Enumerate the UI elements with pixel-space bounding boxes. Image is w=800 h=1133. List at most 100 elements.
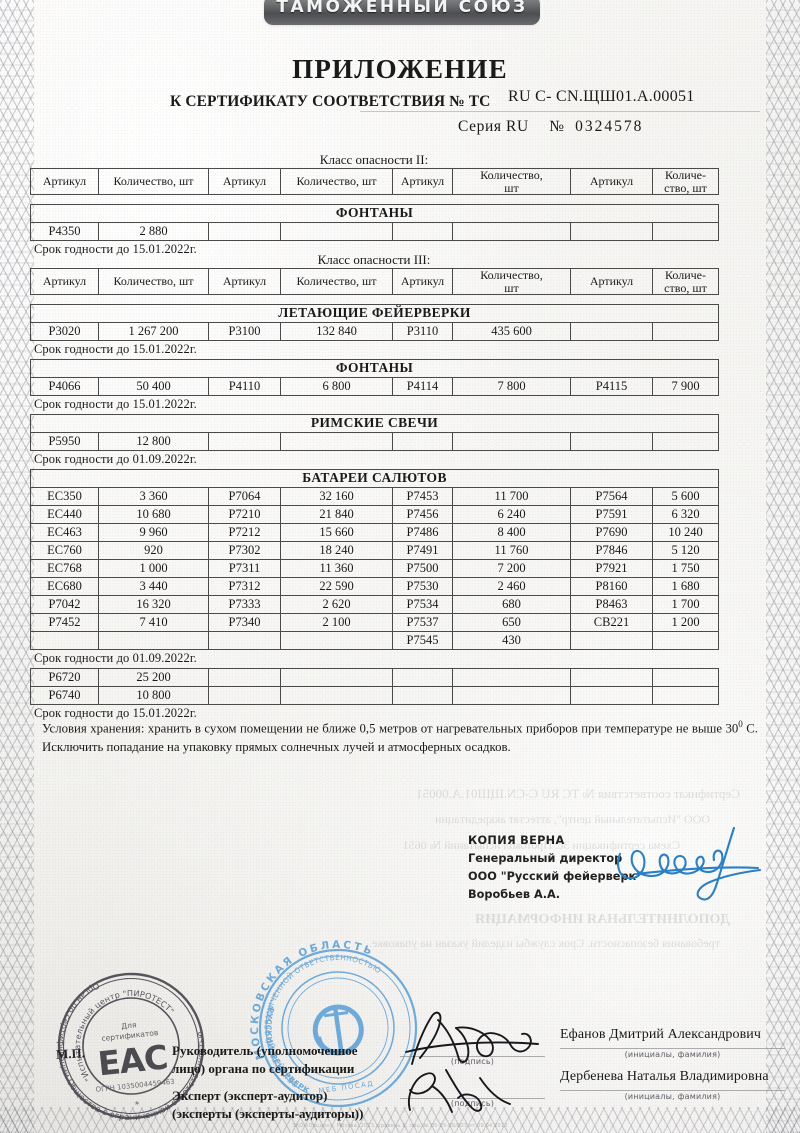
table-header-row: Артикул Количество, шт Артикул Количество, …	[30, 267, 719, 296]
table-row: P6720 25 200	[30, 668, 719, 687]
name-line-head	[560, 1048, 785, 1049]
table-cell: P7210	[208, 505, 281, 524]
table-cell: P8463	[570, 595, 653, 614]
table-cell-empty	[208, 631, 281, 650]
series-number-symbol: №	[549, 118, 565, 135]
product-table: Артикул Количество, шт Артикул Количество, …	[30, 267, 719, 296]
certificate-number-underline	[360, 111, 760, 112]
product-group-table: БАТАРЕИ САЛЮТОВ EC350 3 360 P7064 32 160 P745…	[29, 469, 720, 650]
table-cell: 8 400	[452, 523, 571, 542]
table-cell: 16 320	[98, 595, 209, 614]
group-title: ЛЕТАЮЩИЕ ФЕЙЕРВЕРКИ	[29, 304, 720, 323]
table-cell: P7534	[392, 595, 453, 614]
table-cell: P3020	[30, 322, 99, 341]
product-group-table: P6720 25 200 P6740 10 800	[30, 668, 719, 705]
product-group-table: РИМСКИЕ СВЕЧИ P5950 12 800	[29, 414, 720, 451]
expiry-date: Срок годности до 15.01.2022г.	[34, 242, 197, 256]
table-row: EC760 920 P7302 18 240 P7491 11 760 P7846 5 120	[30, 541, 720, 560]
table-cell: P7500	[392, 559, 453, 578]
table-row: P7452 7 410 P7340 2 100 P7537 650 CB221 1 200	[30, 613, 720, 632]
table-cell: P3100	[208, 322, 281, 341]
table-cell: 7 900	[651, 377, 720, 396]
group-title-row: БАТАРЕИ САЛЮТОВ	[29, 469, 720, 488]
table-cell: P7537	[392, 613, 453, 632]
table-row: EC768 1 000 P7311 11 360 P7500 7 200 P7921 1 75…	[30, 559, 720, 578]
expiry-date: Срок годности до 15.01.2022г.	[34, 342, 197, 356]
product-table: Артикул Количество, шт Артикул Количество, …	[30, 167, 719, 196]
signatory-role-head-line2: лицо) органа по сертификации	[172, 1060, 355, 1076]
table-cell: EC760	[30, 541, 99, 560]
table-cell-empty	[392, 222, 453, 241]
table-cell-empty	[208, 668, 281, 687]
table-cell: 50 400	[98, 377, 209, 396]
table-cell: 5 600	[651, 487, 720, 506]
table-cell-empty	[570, 432, 653, 451]
column-header: Количе-ство, шт	[652, 267, 719, 296]
table-cell: 2 880	[98, 222, 209, 241]
group-title-row: РИМСКИЕ СВЕЧИ	[29, 414, 720, 433]
customs-union-banner-text: ТАМОЖЕННЫЙ СОЮЗ	[276, 0, 528, 17]
printer-fine-print: ЗАО «Опцион», Москва, 2013, уровень Б, л…	[292, 1123, 508, 1129]
table-cell: P5950	[30, 432, 99, 451]
table-cell-empty	[98, 631, 209, 650]
column-header: Артикул	[30, 267, 99, 296]
group-title: РИМСКИЕ СВЕЧИ	[29, 414, 720, 433]
table-cell: 1 000	[98, 559, 209, 578]
table-cell: 920	[98, 541, 209, 560]
table-cell: CB221	[570, 613, 653, 632]
table-cell: P7564	[570, 487, 653, 506]
table-row: P6740 10 800	[30, 686, 719, 705]
expiry-date: Срок годности до 15.01.2022г.	[34, 706, 197, 720]
column-header: Количество, шт	[98, 267, 209, 296]
table-cell: 9 960	[98, 523, 209, 542]
table-cell-empty	[652, 668, 719, 687]
degree-symbol: 0	[738, 719, 743, 729]
certificate-subtitle: К СЕРТИФИКАТУ СООТВЕТСТВИЯ № ТС	[170, 93, 491, 110]
table-cell-empty	[452, 668, 571, 687]
table-cell-empty	[280, 222, 393, 241]
table-cell: P7530	[392, 577, 453, 596]
hazard-class-caption: Класс опасности III:	[317, 252, 431, 267]
table-cell: P7486	[392, 523, 453, 542]
column-header: Количество, шт	[280, 267, 393, 296]
table-cell-empty	[570, 322, 653, 341]
name-line-expert	[560, 1090, 785, 1091]
table-cell: 3 360	[98, 487, 209, 506]
column-header: Артикул	[570, 267, 653, 296]
page-title: ПРИЛОЖЕНИЕ	[292, 54, 508, 84]
table-cell: 6 800	[280, 377, 393, 396]
table-cell: P7311	[208, 559, 281, 578]
table-cell-empty	[280, 668, 393, 687]
series-number: 0324578	[575, 118, 644, 135]
column-header: Артикул	[392, 267, 453, 296]
copy-certified-block: КОПИЯ ВЕРНА Генеральный директор ООО "Ру…	[468, 832, 642, 903]
table-cell: 1 750	[651, 559, 720, 578]
table-header-row: Артикул Количество, шт Артикул Количество, …	[30, 167, 719, 196]
column-header: Количество, шт	[452, 167, 571, 196]
table-cell-empty	[570, 686, 653, 705]
column-header: Артикул	[392, 167, 453, 196]
group-title: БАТАРЕИ САЛЮТОВ	[29, 469, 720, 488]
table-cell: P4066	[30, 377, 99, 396]
table-cell: P7846	[570, 541, 653, 560]
name-caption-expert: (инициалы, фамилия)	[624, 1092, 721, 1101]
product-group-table: ФОНТАНЫ P4066 50 400 P4110 6 800 P4114 7 800 P4…	[29, 359, 720, 396]
group-title: ФОНТАНЫ	[29, 359, 720, 378]
expiry-date: Срок годности до 01.09.2022г.	[34, 651, 197, 665]
table-cell: 10 240	[651, 523, 720, 542]
table-cell: EC680	[30, 577, 99, 596]
table-cell: P7456	[392, 505, 453, 524]
table-cell: P7212	[208, 523, 281, 542]
table-row: P5950 12 800	[30, 432, 720, 451]
group-title-row: ФОНТАНЫ	[29, 204, 720, 223]
series-label: Серия RU	[458, 118, 529, 135]
group-title-row: ФОНТАНЫ	[29, 359, 720, 378]
table-cell: 132 840	[280, 322, 393, 341]
table-cell-empty	[651, 222, 720, 241]
table-cell: 1 680	[651, 577, 720, 596]
table-cell: 21 840	[280, 505, 393, 524]
copy-certified-label: КОПИЯ ВЕРНА	[468, 834, 565, 847]
table-cell: P4114	[392, 377, 453, 396]
table-cell: 10 680	[98, 505, 209, 524]
table-cell-empty	[392, 668, 453, 687]
